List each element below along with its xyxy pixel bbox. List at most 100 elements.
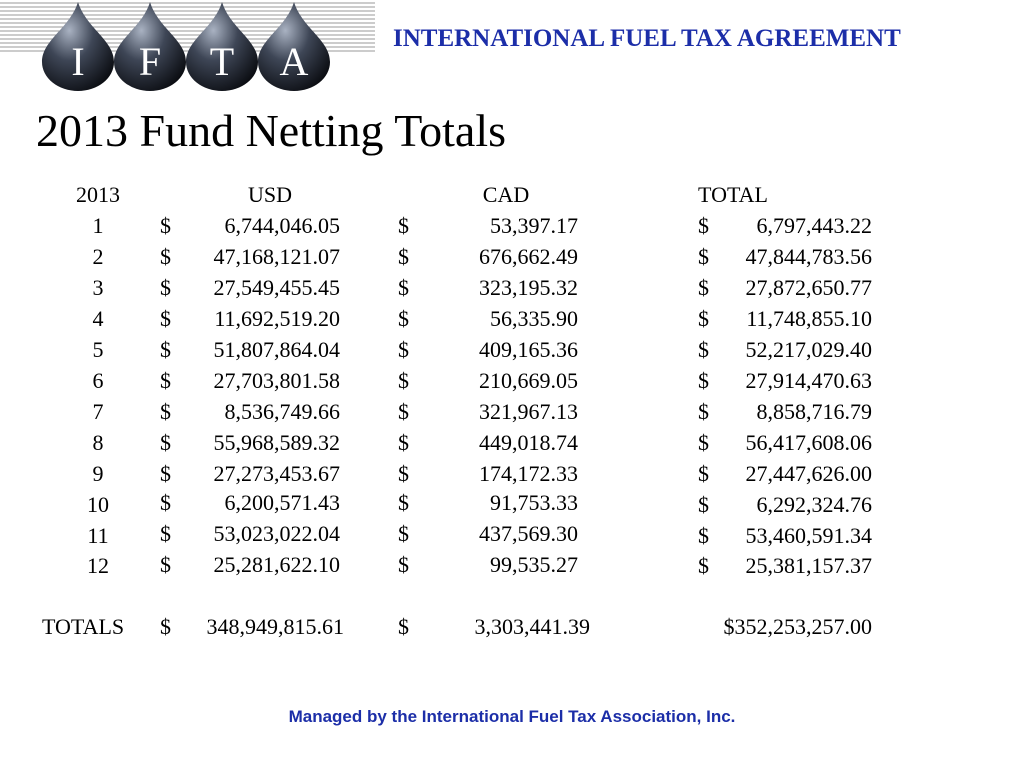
usd-currency-symbol: $ [160,244,171,269]
usd-amount: 11,692,519.20 [214,306,340,331]
cad-amount: 174,172.33 [479,461,578,486]
cad-amount: 449,018.74 [479,430,578,455]
cad-currency-symbol: $ [398,430,409,455]
usd-amount: 6,200,571.43 [224,490,341,515]
total-currency-symbol: $ [698,553,709,578]
totals-total-amount: $352,253,257.00 [723,614,873,639]
total-currency-symbol: $ [698,213,709,238]
usd-currency-symbol: $ [160,306,171,331]
usd-currency-symbol: $ [160,213,171,238]
cad-currency-symbol: $ [398,368,409,393]
page-title: 2013 Fund Netting Totals [36,105,506,156]
cad-currency-symbol: $ [398,337,409,362]
total-amount: 8,858,716.79 [756,399,873,424]
usd-currency-symbol: $ [160,521,171,546]
total-amount: 52,217,029.40 [745,337,873,362]
row-month: 1 [92,213,104,238]
logo-letter-t: T [210,39,234,84]
totals-label: TOTALS [42,614,125,639]
total-amount: 47,844,783.56 [745,244,873,269]
total-amount: 53,460,591.34 [745,523,873,548]
row-month: 8 [92,430,104,455]
row-month: 6 [92,368,104,393]
column-header-usd: USD [247,182,292,207]
usd-amount: 8,536,749.66 [224,399,341,424]
usd-currency-symbol: $ [160,614,171,639]
total-amount: 56,417,608.06 [745,430,873,455]
total-amount: 11,748,855.10 [746,306,872,331]
usd-currency-symbol: $ [160,430,171,455]
total-currency-symbol: $ [698,523,709,548]
row-month: 11 [87,523,109,548]
column-header-year: 2013 [76,182,120,207]
cad-amount: 676,662.49 [479,244,578,269]
cad-amount: 409,165.36 [479,337,578,362]
total-currency-symbol: $ [698,306,709,331]
cad-currency-symbol: $ [398,614,409,639]
usd-currency-symbol: $ [160,275,171,300]
ifta-logo: I F T A [0,0,380,92]
total-currency-symbol: $ [698,399,709,424]
row-month: 4 [92,306,104,331]
total-amount: 27,872,650.77 [745,275,873,300]
cad-currency-symbol: $ [398,399,409,424]
usd-currency-symbol: $ [160,461,171,486]
row-month: 12 [87,553,109,578]
usd-currency-symbol: $ [160,337,171,362]
row-month: 2 [92,244,104,269]
cad-currency-symbol: $ [398,306,409,331]
totals-cad-amount: 3,303,441.39 [474,614,591,639]
cad-amount: 321,967.13 [479,399,578,424]
usd-currency-symbol: $ [160,368,171,393]
usd-amount: 53,023,022.04 [213,521,341,546]
row-month: 9 [92,461,104,486]
row-month: 5 [92,337,104,362]
cad-amount: 323,195.32 [479,275,578,300]
ifta-logo-graphic: I F T A [0,2,375,91]
cad-currency-symbol: $ [398,213,409,238]
usd-currency-symbol: $ [160,490,171,515]
usd-amount: 6,744,046.05 [224,213,341,238]
total-amount: 27,447,626.00 [745,461,873,486]
column-header-cad: CAD [482,182,530,207]
footer-text: Managed by the International Fuel Tax As… [288,707,736,726]
logo-drop-a: A [258,2,330,91]
fund-netting-table: 2013 USD CAD TOTAL 1 $ 6,744,046.05 $ 53… [0,180,1024,650]
cad-currency-symbol: $ [398,490,409,515]
usd-amount: 55,968,589.32 [213,430,341,455]
cad-currency-symbol: $ [398,521,409,546]
row-month: 7 [92,399,104,424]
total-amount: 25,381,157.37 [745,553,873,578]
cad-currency-symbol: $ [398,275,409,300]
logo-letter-i: I [71,39,84,84]
cad-amount: 56,335.90 [490,306,578,331]
total-amount: 6,797,443.22 [756,213,873,238]
totals-usd-amount: 348,949,815.61 [206,614,345,639]
row-month: 3 [92,275,104,300]
logo-drop-i: I [42,2,114,91]
cad-currency-symbol: $ [398,244,409,269]
usd-amount: 27,703,801.58 [213,368,341,393]
total-currency-symbol: $ [698,368,709,393]
total-currency-symbol: $ [698,461,709,486]
row-month: 10 [87,492,109,517]
logo-drop-t: T [186,2,258,91]
cad-amount: 99,535.27 [490,552,578,577]
logo-letter-a: A [280,39,309,84]
header-title: INTERNATIONAL FUEL TAX AGREEMENT [393,25,901,52]
cad-currency-symbol: $ [398,552,409,577]
cad-amount: 91,753.33 [490,490,578,515]
cad-amount: 437,569.30 [479,521,578,546]
usd-currency-symbol: $ [160,552,171,577]
usd-amount: 27,549,455.45 [213,275,341,300]
logo-drop-f: F [114,2,186,91]
usd-amount: 51,807,864.04 [213,337,341,362]
total-amount: 6,292,324.76 [756,492,873,517]
total-currency-symbol: $ [698,430,709,455]
usd-amount: 25,281,622.10 [213,552,341,577]
total-currency-symbol: $ [698,275,709,300]
logo-letter-f: F [139,39,161,84]
total-amount: 27,914,470.63 [745,368,873,393]
usd-amount: 47,168,121.07 [213,244,341,269]
total-currency-symbol: $ [698,492,709,517]
